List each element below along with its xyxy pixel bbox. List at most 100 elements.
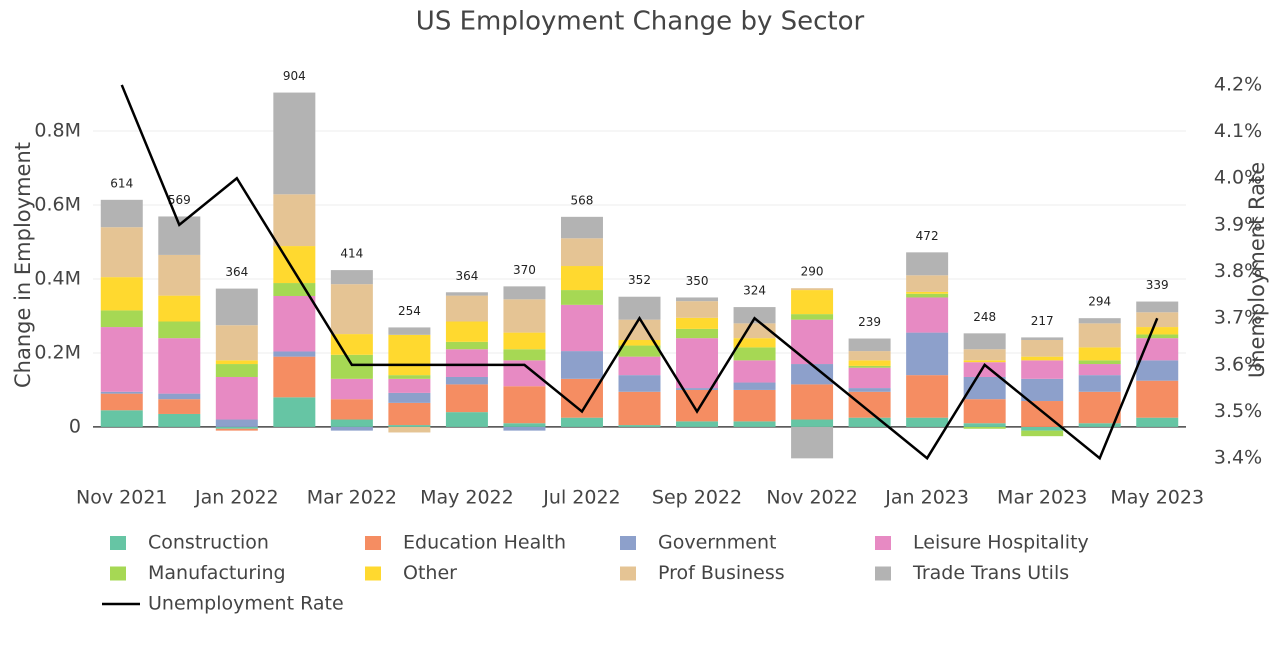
bar-segment — [273, 295, 316, 352]
bar-segment — [445, 321, 488, 342]
bar-segment — [1021, 430, 1064, 437]
total-label: 254 — [398, 304, 421, 318]
bar-segment — [215, 428, 258, 431]
bar-segment — [388, 392, 431, 403]
bar-segment — [906, 275, 949, 292]
bar-segment — [388, 402, 431, 426]
bar-segment — [388, 327, 431, 335]
bar-segment — [791, 319, 834, 365]
bar-segment — [215, 426, 258, 429]
bar-segment — [560, 290, 603, 305]
bar-segment — [906, 293, 949, 298]
y-tick-label: 0.6M — [34, 194, 81, 216]
bar-segment — [560, 238, 603, 267]
bar-segment — [330, 334, 373, 355]
total-label: 370 — [513, 263, 536, 277]
bar-segment — [1136, 301, 1179, 313]
legend-label: Prof Business — [658, 562, 785, 584]
bar-segment — [330, 270, 373, 285]
total-label: 472 — [916, 229, 939, 243]
bar-segment — [215, 419, 258, 427]
total-label: 569 — [168, 193, 191, 207]
bar-segment — [676, 338, 719, 389]
bar-segment — [1136, 417, 1179, 427]
bar-segment — [215, 364, 258, 377]
x-tick-label: May 2022 — [420, 487, 514, 509]
bar-segment — [1021, 378, 1064, 402]
legend-swatch — [365, 536, 381, 550]
legend-label: Construction — [148, 532, 269, 554]
bar-segment — [1078, 347, 1121, 361]
bar-segment — [733, 421, 776, 427]
bar-segment — [676, 388, 719, 390]
bar-segment — [1136, 334, 1179, 339]
bar-segment — [1136, 327, 1179, 335]
bar-segment — [906, 252, 949, 276]
x-tick-label: Jan 2023 — [884, 487, 969, 509]
y-tick-label: 0.2M — [34, 341, 81, 363]
x-tick-label: Mar 2023 — [997, 487, 1087, 509]
bar-segment — [1078, 364, 1121, 376]
bar-segment — [618, 319, 661, 340]
total-label: 290 — [801, 265, 824, 279]
bar-segment — [676, 301, 719, 318]
bar-segment — [676, 317, 719, 329]
bar-segment — [273, 356, 316, 398]
legend-swatch — [875, 536, 891, 550]
bar-segment — [158, 399, 201, 414]
total-label: 364 — [455, 269, 478, 283]
bar-segment — [1078, 391, 1121, 424]
bar-segment — [100, 227, 143, 278]
total-label: 352 — [628, 273, 651, 287]
bar-segment — [215, 376, 258, 420]
bar-segment — [1021, 340, 1064, 357]
bar-segment — [158, 254, 201, 296]
bar-segment — [503, 386, 546, 424]
y2-axis-title: Unemployment Rate — [1245, 162, 1269, 378]
bar-segment — [503, 423, 546, 427]
total-label: 350 — [686, 274, 709, 288]
total-label: 294 — [1088, 295, 1111, 309]
x-tick-label: Jan 2022 — [194, 487, 279, 509]
y-tick-label: 0 — [69, 415, 81, 437]
bar-segment — [330, 378, 373, 400]
legend-label: Leisure Hospitality — [913, 532, 1089, 554]
y2-tick-label: 3.7% — [1214, 307, 1262, 329]
bar-segment — [503, 332, 546, 350]
y2-tick-label: 3.4% — [1214, 447, 1262, 469]
bar-segment — [733, 338, 776, 348]
bar-segment — [618, 425, 661, 427]
bar-segment — [503, 299, 546, 333]
x-tick-label: Jul 2022 — [542, 487, 620, 509]
legend-label: Unemployment Rate — [148, 593, 344, 615]
bar-segment — [1136, 360, 1179, 381]
total-label: 568 — [571, 193, 594, 207]
bar-segment — [330, 399, 373, 420]
bar-segment — [445, 412, 488, 427]
bar-segment — [906, 297, 949, 333]
legend-label: Other — [403, 562, 457, 584]
legend-label: Manufacturing — [148, 562, 286, 584]
bar-segment — [330, 426, 373, 431]
bar-segment — [676, 389, 719, 422]
bar-segment — [733, 382, 776, 390]
x-tick-label: Nov 2021 — [76, 487, 167, 509]
y-axis-title: Change in Employment — [11, 142, 35, 388]
bar-segment — [273, 92, 316, 195]
legend-swatch — [110, 566, 126, 581]
bar-segment — [1078, 318, 1121, 324]
legend-swatch — [365, 566, 381, 581]
bar-segment — [791, 419, 834, 427]
bar-segment — [848, 367, 891, 389]
y2-tick-label: 4.0% — [1214, 167, 1262, 189]
bar-segment — [158, 321, 201, 339]
bar-segment — [733, 360, 776, 383]
bar-segment — [100, 410, 143, 427]
bar-segment — [560, 417, 603, 427]
bar-segment — [848, 388, 891, 392]
bar-segment — [791, 384, 834, 420]
bar-segment — [618, 356, 661, 376]
total-label: 248 — [973, 310, 996, 324]
y-tick-label: 0.4M — [34, 267, 81, 289]
